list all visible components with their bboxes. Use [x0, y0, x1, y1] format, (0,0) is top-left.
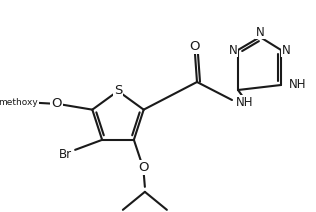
Text: O: O: [139, 161, 149, 174]
Text: Br: Br: [58, 148, 72, 161]
Text: O: O: [190, 39, 200, 53]
Text: O: O: [51, 97, 62, 110]
Text: N: N: [282, 43, 290, 57]
Text: NH: NH: [289, 78, 307, 92]
Text: NH: NH: [236, 95, 253, 109]
Text: S: S: [114, 85, 122, 98]
Text: methoxy: methoxy: [0, 98, 38, 107]
Text: N: N: [228, 43, 237, 57]
Text: N: N: [256, 25, 264, 39]
